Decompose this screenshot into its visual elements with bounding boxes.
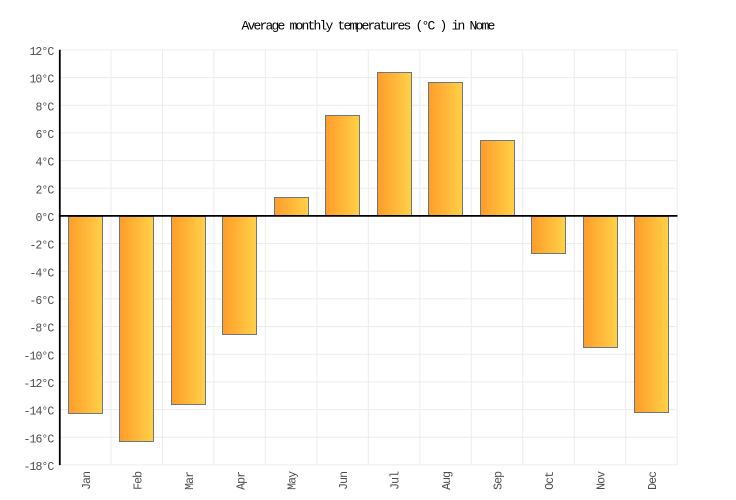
svg-text:6°C: 6°C xyxy=(35,129,54,142)
svg-text:Oct: Oct xyxy=(544,472,557,490)
svg-text:Feb: Feb xyxy=(132,471,145,490)
svg-text:Jun: Jun xyxy=(338,472,351,490)
svg-text:2°C: 2°C xyxy=(35,184,54,197)
svg-text:Apr: Apr xyxy=(235,472,248,490)
svg-text:8°C: 8°C xyxy=(35,101,54,114)
svg-text:-16°C: -16°C xyxy=(23,433,54,446)
svg-text:Jul: Jul xyxy=(390,471,403,490)
svg-text:Average monthly temperatures (: Average monthly temperatures (°C ) in No… xyxy=(242,19,495,34)
svg-text:Sep: Sep xyxy=(493,471,506,490)
svg-text:-8°C: -8°C xyxy=(29,323,54,336)
svg-text:Aug: Aug xyxy=(441,472,454,490)
svg-text:-6°C: -6°C xyxy=(29,295,54,308)
svg-text:Dec: Dec xyxy=(647,471,660,490)
svg-text:May: May xyxy=(287,471,300,490)
svg-text:10°C: 10°C xyxy=(29,74,54,87)
svg-text:Nov: Nov xyxy=(596,471,609,490)
svg-text:-10°C: -10°C xyxy=(23,350,54,363)
svg-text:-12°C: -12°C xyxy=(23,378,54,391)
svg-text:Jan: Jan xyxy=(81,472,94,490)
svg-text:Mar: Mar xyxy=(184,472,197,490)
svg-text:-2°C: -2°C xyxy=(29,240,54,253)
svg-text:-4°C: -4°C xyxy=(29,267,54,280)
svg-text:4°C: 4°C xyxy=(35,157,54,170)
svg-text:12°C: 12°C xyxy=(29,46,54,59)
svg-text:0°C: 0°C xyxy=(35,212,54,225)
svg-text:-14°C: -14°C xyxy=(23,406,54,419)
svg-text:-18°C: -18°C xyxy=(23,461,54,474)
